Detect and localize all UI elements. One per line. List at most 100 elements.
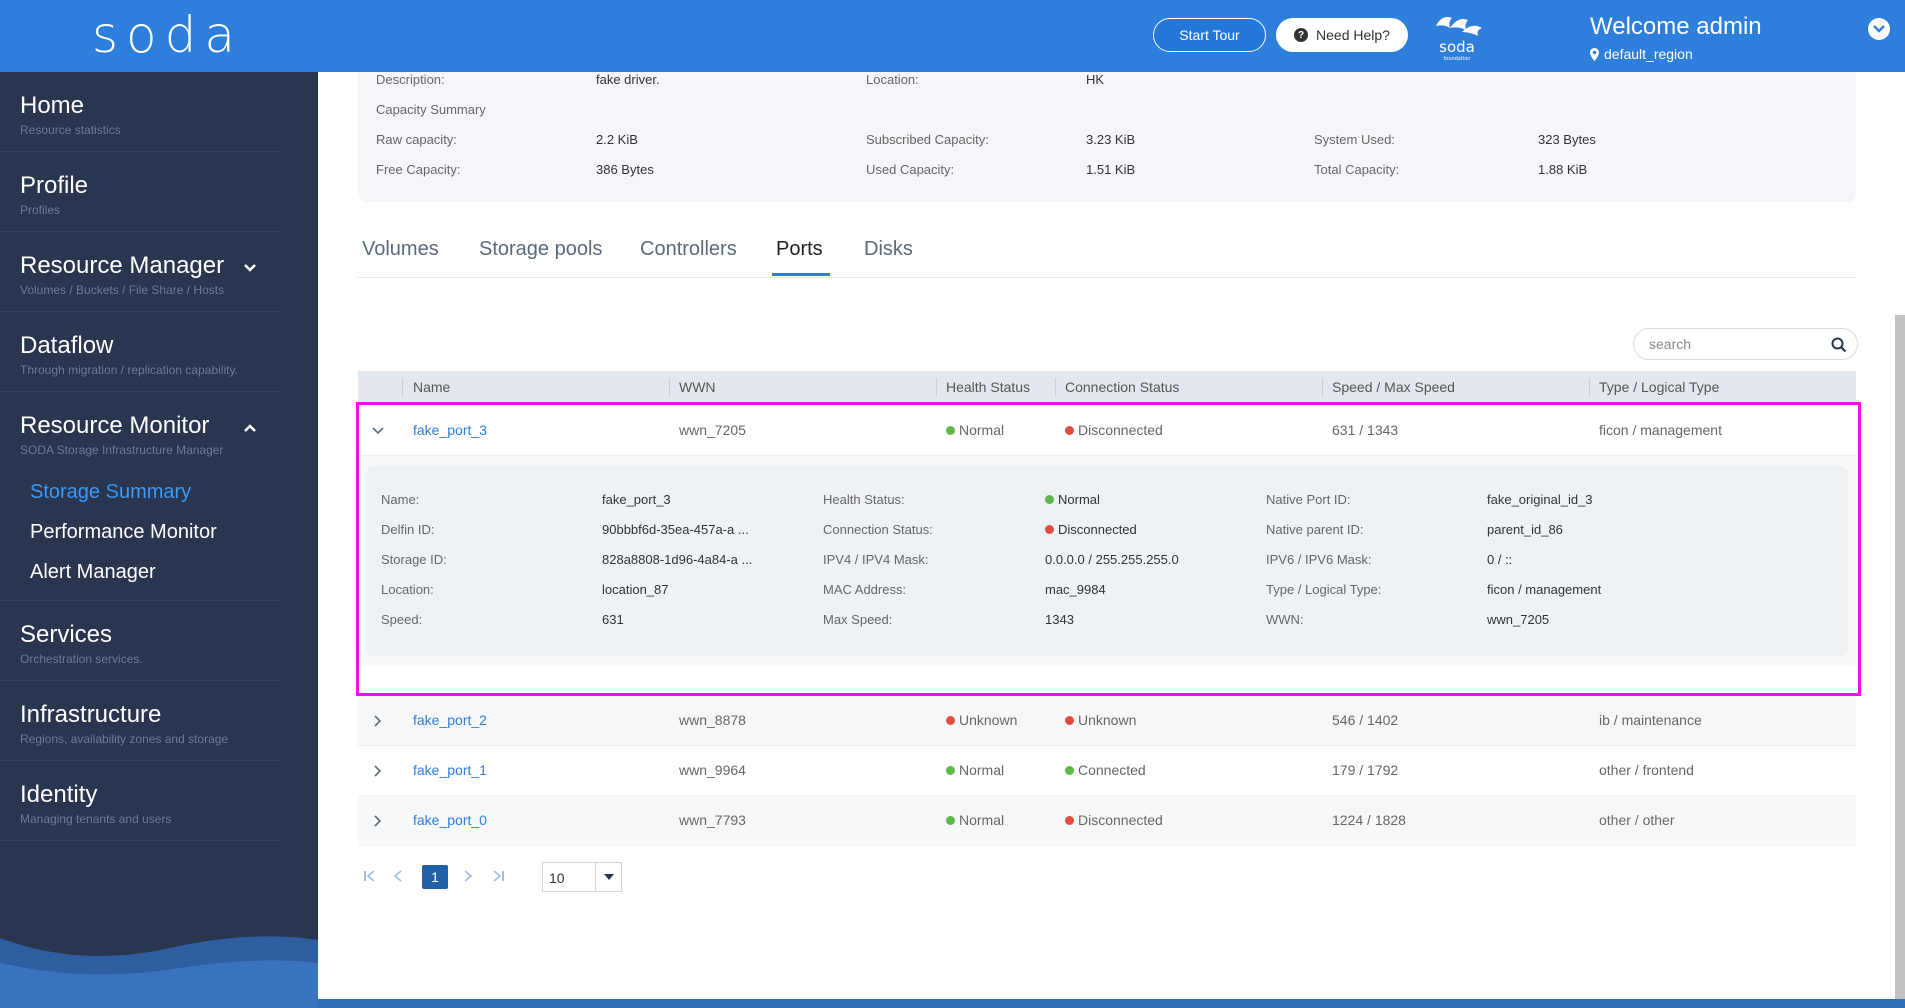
need-help-button[interactable]: ? Need Help?: [1276, 18, 1408, 52]
storage-summary-card: Description: fake driver. Location: HK C…: [358, 72, 1856, 202]
soda-logo[interactable]: soda: [92, 6, 244, 64]
column-divider: [402, 378, 403, 396]
sidebar-item-services[interactable]: Services Orchestration services.: [0, 601, 278, 681]
tab-ports[interactable]: Ports: [776, 238, 823, 260]
chevron-right-icon[interactable]: [370, 763, 386, 779]
port-type: other / other: [1599, 812, 1675, 828]
sidebar-item-infrastructure[interactable]: Infrastructure Regions, availability zon…: [0, 681, 278, 761]
chevron-down-icon[interactable]: [370, 423, 386, 439]
sidebar-item-title: Resource Monitor: [20, 412, 210, 439]
start-tour-button[interactable]: Start Tour: [1153, 18, 1266, 52]
raw-capacity-label: Raw capacity:: [376, 132, 457, 147]
tab-volumes[interactable]: Volumes: [362, 238, 439, 260]
connection-status: Unknown: [1065, 712, 1136, 728]
column-header-health-status[interactable]: Health Status: [946, 379, 1031, 395]
port-speed: 631 / 1343: [1332, 422, 1399, 438]
sidebar-item-subtitle: SODA Storage Infrastructure Manager: [20, 443, 224, 457]
sidebar-subitem-alert-manager[interactable]: Alert Manager: [30, 561, 156, 583]
sidebar-item-resource-monitor[interactable]: Resource Monitor SODA Storage Infrastruc…: [0, 392, 278, 462]
health-status: Normal: [946, 422, 1004, 438]
previous-page-icon[interactable]: [390, 868, 406, 884]
detail-value: Normal: [1045, 492, 1100, 507]
detail-value: 631: [602, 612, 624, 627]
search-icon[interactable]: [1831, 337, 1847, 353]
detail-value: 90bbbf6d-35ea-457a-a ...: [602, 522, 749, 537]
user-menu-toggle[interactable]: [1868, 18, 1890, 40]
status-dot: [946, 766, 955, 775]
detail-label: Type / Logical Type:: [1266, 582, 1382, 597]
status-dot: [1065, 766, 1074, 775]
sidebar-item-title: Services: [20, 621, 113, 648]
table-row[interactable]: fake_port_3 wwn_7205 Normal Disconnected…: [358, 406, 1856, 456]
svg-text:foundation: foundation: [1444, 56, 1471, 62]
need-help-label: Need Help?: [1316, 27, 1390, 43]
table-row[interactable]: fake_port_0 wwn_7793 Normal Disconnected…: [358, 796, 1856, 846]
port-type: ficon / management: [1599, 422, 1722, 438]
search-input[interactable]: [1649, 329, 1829, 359]
port-name-link[interactable]: fake_port_0: [413, 812, 487, 828]
soda-foundation-logo: soda foundation: [1436, 17, 1482, 62]
status-dot: [946, 716, 955, 725]
last-page-icon[interactable]: [490, 868, 506, 884]
main-content: Description: fake driver. Location: HK C…: [318, 72, 1905, 999]
tab-disks[interactable]: Disks: [864, 238, 913, 260]
health-status: Normal: [946, 762, 1004, 778]
table-row[interactable]: fake_port_2 wwn_8878 Unknown Unknown 546…: [358, 696, 1856, 746]
detail-label: Connection Status:: [823, 522, 933, 537]
detail-value: 0 / ::: [1487, 552, 1513, 567]
detail-value: location_87: [602, 582, 669, 597]
column-header-name[interactable]: Name: [413, 379, 451, 395]
chevron-down-icon: [244, 264, 256, 272]
sidebar-item-subtitle: Profiles: [20, 203, 61, 217]
connection-status-text: Unknown: [1078, 712, 1137, 728]
detail-label: IPV6 / IPV6 Mask:: [1266, 552, 1372, 567]
first-page-icon[interactable]: [362, 868, 378, 884]
port-wwn: wwn_7793: [679, 812, 746, 828]
used-capacity-value: 1.51 KiB: [1086, 162, 1136, 177]
column-header-connection-status[interactable]: Connection Status: [1065, 379, 1180, 395]
table-row[interactable]: fake_port_1 wwn_9964 Normal Connected 17…: [358, 746, 1856, 796]
sidebar-item-subtitle: Through migration / replication capabili…: [20, 363, 238, 377]
sidebar-subitem-storage-summary[interactable]: Storage Summary: [30, 481, 192, 503]
sidebar-item-subtitle: Resource statistics: [20, 123, 121, 137]
sidebar-item-home[interactable]: Home Resource statistics: [0, 72, 278, 152]
sidebar-subitem-performance-monitor[interactable]: Performance Monitor: [30, 521, 217, 543]
port-name-link[interactable]: fake_port_2: [413, 712, 487, 728]
port-wwn: wwn_7205: [679, 422, 746, 438]
sidebar-item-dataflow[interactable]: Dataflow Through migration / replication…: [0, 312, 278, 392]
chevron-right-icon[interactable]: [370, 813, 386, 829]
page-size-value: 10: [549, 870, 565, 886]
search-field[interactable]: [1633, 328, 1858, 360]
column-header-type[interactable]: Type / Logical Type: [1599, 379, 1720, 395]
page-scrollbar[interactable]: [1895, 315, 1905, 999]
detail-connection-text: Disconnected: [1058, 522, 1137, 537]
detail-label: Speed:: [381, 612, 423, 627]
detail-value: fake_port_3: [602, 492, 671, 507]
detail-label: Storage ID:: [381, 552, 447, 567]
status-dot: [1065, 816, 1074, 825]
column-header-wwn[interactable]: WWN: [679, 379, 716, 395]
port-name-link[interactable]: fake_port_3: [413, 422, 487, 438]
column-header-speed[interactable]: Speed / Max Speed: [1332, 379, 1455, 395]
page-size-select[interactable]: 10: [542, 862, 622, 892]
connection-status-text: Connected: [1078, 762, 1146, 778]
tab-storage-pools[interactable]: Storage pools: [479, 238, 603, 260]
next-page-icon[interactable]: [460, 868, 476, 884]
tab-controllers[interactable]: Controllers: [640, 238, 737, 260]
connection-status: Connected: [1065, 762, 1146, 778]
sidebar-item-resource-manager[interactable]: Resource Manager Volumes / Buckets / Fil…: [0, 232, 278, 312]
port-name-link[interactable]: fake_port_1: [413, 762, 487, 778]
port-wwn: wwn_8878: [679, 712, 746, 728]
status-dot: [1045, 495, 1054, 504]
row-details-panel: Name: fake_port_3 Delfin ID: 90bbbf6d-35…: [358, 456, 1856, 666]
detail-label: WWN:: [1266, 612, 1304, 627]
sidebar-item-identity[interactable]: Identity Managing tenants and users: [0, 761, 278, 841]
top-header: soda Start Tour ? Need Help? soda founda…: [0, 0, 1905, 72]
sidebar-item-profile[interactable]: Profile Profiles: [0, 152, 278, 232]
sidebar-item-title: Identity: [20, 781, 98, 808]
page-number-current[interactable]: 1: [422, 865, 448, 889]
dropdown-arrow-icon[interactable]: [595, 863, 621, 891]
health-status-text: Normal: [959, 762, 1005, 778]
port-speed: 179 / 1792: [1332, 762, 1399, 778]
chevron-right-icon[interactable]: [370, 713, 386, 729]
